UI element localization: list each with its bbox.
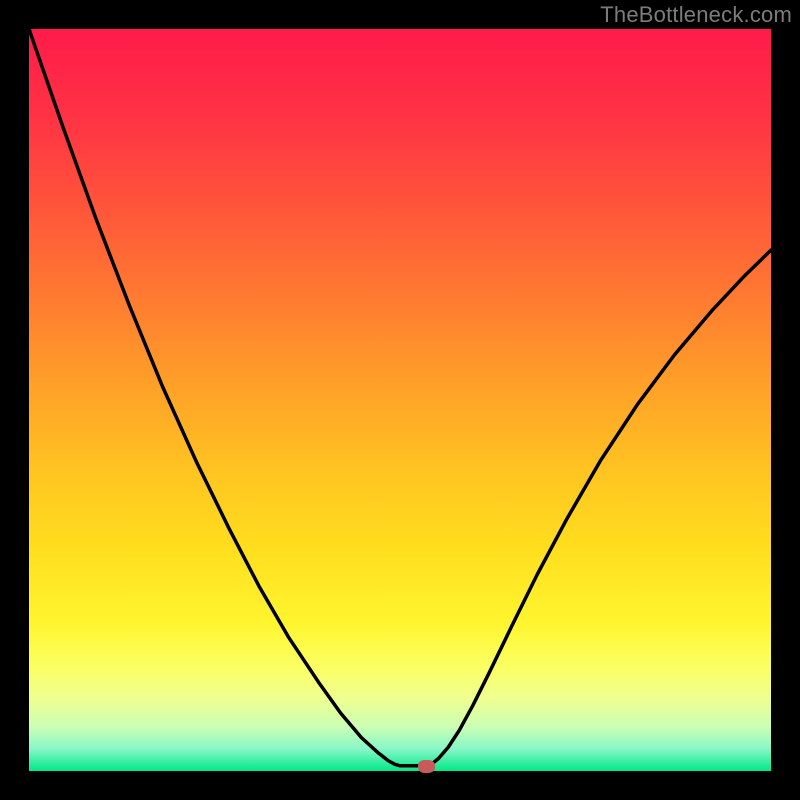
plot-area [29,29,771,771]
curve-overlay [29,29,771,771]
watermark-label: TheBottleneck.com [600,2,792,28]
bottleneck-curve [29,29,771,766]
optimal-point-marker [418,760,435,773]
bottleneck-chart: TheBottleneck.com [0,0,800,800]
